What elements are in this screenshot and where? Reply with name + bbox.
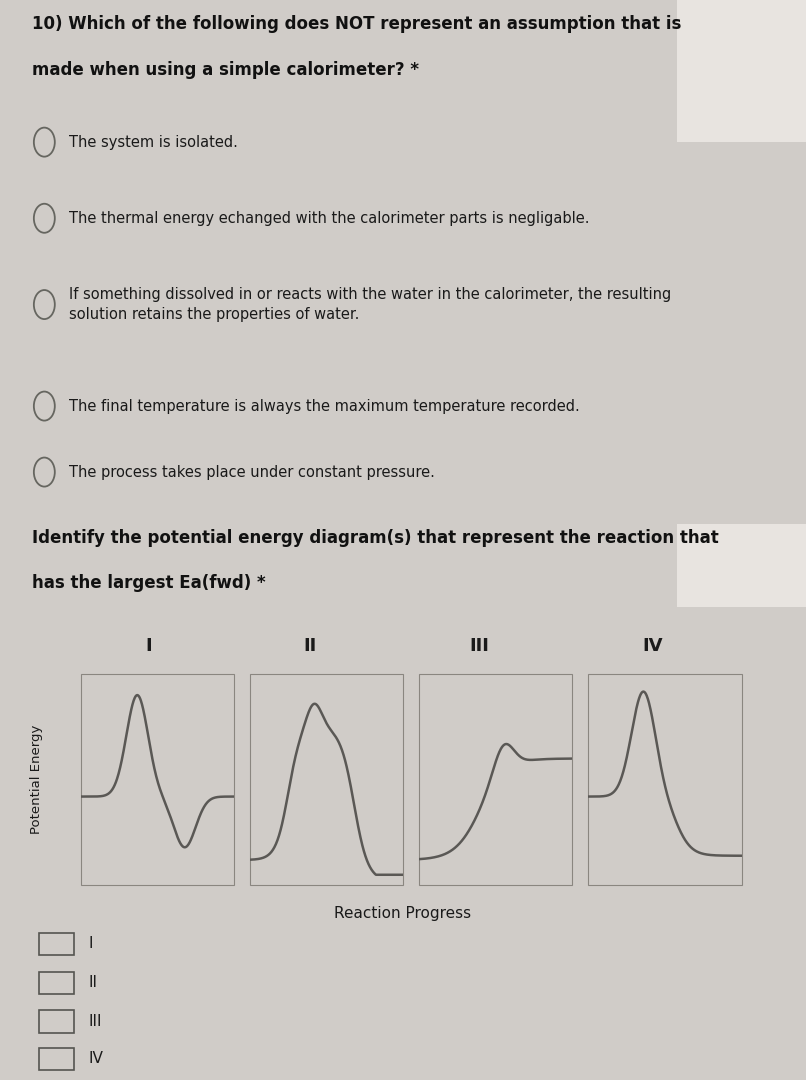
- Text: Reaction Progress: Reaction Progress: [334, 906, 472, 920]
- Text: The thermal energy echanged with the calorimeter parts is negligable.: The thermal energy echanged with the cal…: [69, 211, 589, 226]
- Text: IV: IV: [642, 637, 663, 656]
- Text: The system is isolated.: The system is isolated.: [69, 135, 238, 150]
- Text: Identify the potential energy diagram(s) that represent the reaction that: Identify the potential energy diagram(s)…: [32, 529, 719, 548]
- Text: The process takes place under constant pressure.: The process takes place under constant p…: [69, 464, 434, 480]
- Text: I: I: [89, 936, 93, 951]
- Text: II: II: [89, 975, 98, 990]
- Text: The final temperature is always the maximum temperature recorded.: The final temperature is always the maxi…: [69, 399, 580, 414]
- Text: If something dissolved in or reacts with the water in the calorimeter, the resul: If something dissolved in or reacts with…: [69, 287, 671, 322]
- Text: III: III: [89, 1014, 102, 1029]
- Bar: [39, 1048, 74, 1070]
- Bar: [677, 0, 806, 143]
- Text: II: II: [304, 637, 317, 656]
- Bar: [39, 1011, 74, 1032]
- Text: III: III: [470, 637, 489, 656]
- Bar: [677, 524, 806, 607]
- Text: has the largest Ea(fwd) *: has the largest Ea(fwd) *: [32, 573, 266, 592]
- Bar: [39, 972, 74, 994]
- Bar: [39, 933, 74, 955]
- Text: 10) Which of the following does NOT represent an assumption that is: 10) Which of the following does NOT repr…: [32, 15, 682, 33]
- Text: Potential Energy: Potential Energy: [30, 725, 43, 835]
- Text: I: I: [146, 637, 152, 656]
- Text: made when using a simple calorimeter? *: made when using a simple calorimeter? *: [32, 60, 419, 79]
- Text: IV: IV: [89, 1051, 103, 1066]
